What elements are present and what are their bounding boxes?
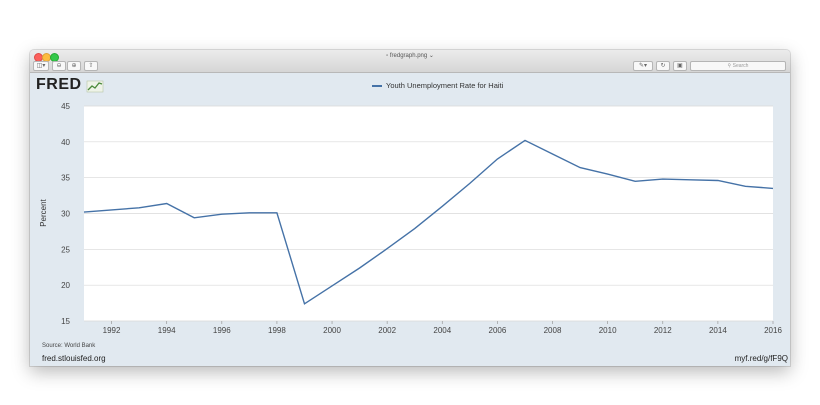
y-tick-label: 40 (61, 138, 70, 147)
share-button[interactable]: ⇧ (84, 61, 98, 71)
fred-logo[interactable]: FRED (36, 76, 82, 93)
y-tick-label: 15 (61, 317, 70, 326)
x-tick-label: 2004 (433, 326, 451, 335)
window-title: ▫ fredgraph.png ⌄ (386, 53, 434, 59)
x-tick-label: 1998 (268, 326, 286, 335)
x-tick-label: 2006 (489, 326, 507, 335)
search-icon: ⚲ (727, 63, 733, 69)
y-tick-label: 45 (61, 102, 70, 111)
toolbox-button[interactable]: ▣ (673, 61, 687, 71)
y-tick-label: 20 (61, 281, 70, 290)
x-tick-label: 1996 (213, 326, 231, 335)
site-link[interactable]: fred.stlouisfed.org (42, 354, 106, 363)
x-tick-label: 2002 (378, 326, 396, 335)
x-tick-label: 2016 (764, 326, 782, 335)
pen-icon: ✎▾ (638, 63, 648, 69)
y-tick-label: 25 (61, 245, 70, 254)
rotate-button[interactable]: ↻ (656, 61, 670, 71)
search-input[interactable]: ⚲ Search (690, 61, 786, 71)
rotate-icon: ↻ (660, 63, 666, 69)
x-tick-label: 2000 (323, 326, 341, 335)
source-note: Source: World Bank (42, 343, 96, 349)
zoom-in-icon: ⊕ (71, 63, 77, 69)
sidebar-button[interactable]: ◫▾ (33, 61, 49, 71)
markup-button[interactable]: ✎▾ (633, 61, 653, 71)
y-tick-label: 35 (61, 174, 70, 183)
short-link[interactable]: myf.red/g/fF9Q (734, 354, 788, 363)
x-tick-label: 1994 (158, 326, 176, 335)
preview-window: ▫ fredgraph.png ⌄ ◫▾ ⊖ ⊕ ⇧ ✎▾ ↻ ▣ ⚲ Sear… (30, 50, 790, 366)
y-axis-label: Percent (39, 198, 48, 226)
zoom-in-button[interactable]: ⊕ (67, 61, 81, 71)
share-icon: ⇧ (88, 63, 94, 69)
sidebar-icon: ◫▾ (36, 63, 46, 69)
series-line-youth-unemployment (83, 139, 774, 305)
toolbox-icon: ▣ (677, 63, 683, 69)
legend-swatch (372, 85, 382, 88)
x-tick-label: 2010 (599, 326, 617, 335)
line-chart: 15 20 25 30 35 40 45 1992 1994 1996 1998 2000 2002 2… (39, 102, 782, 335)
chevron-down-icon[interactable]: ⌄ (427, 53, 434, 59)
legend-label: Youth Unemployment Rate for Haiti (386, 81, 504, 90)
zoom-out-icon: ⊖ (56, 63, 62, 69)
zoom-out-button[interactable]: ⊖ (52, 61, 66, 71)
x-tick-label: 2012 (654, 326, 672, 335)
fred-chart-logo-icon (86, 80, 104, 93)
x-tick-label: 2014 (709, 326, 727, 335)
x-tick-label: 2008 (544, 326, 562, 335)
chart-legend: Youth Unemployment Rate for Haiti (372, 81, 503, 90)
image-file-icon: ▫ (386, 53, 390, 59)
title-bar: ▫ fredgraph.png ⌄ ◫▾ ⊖ ⊕ ⇧ ✎▾ ↻ ▣ ⚲ Sear… (30, 50, 790, 73)
x-tick-label: 1992 (103, 326, 121, 335)
y-tick-label: 30 (61, 210, 70, 219)
